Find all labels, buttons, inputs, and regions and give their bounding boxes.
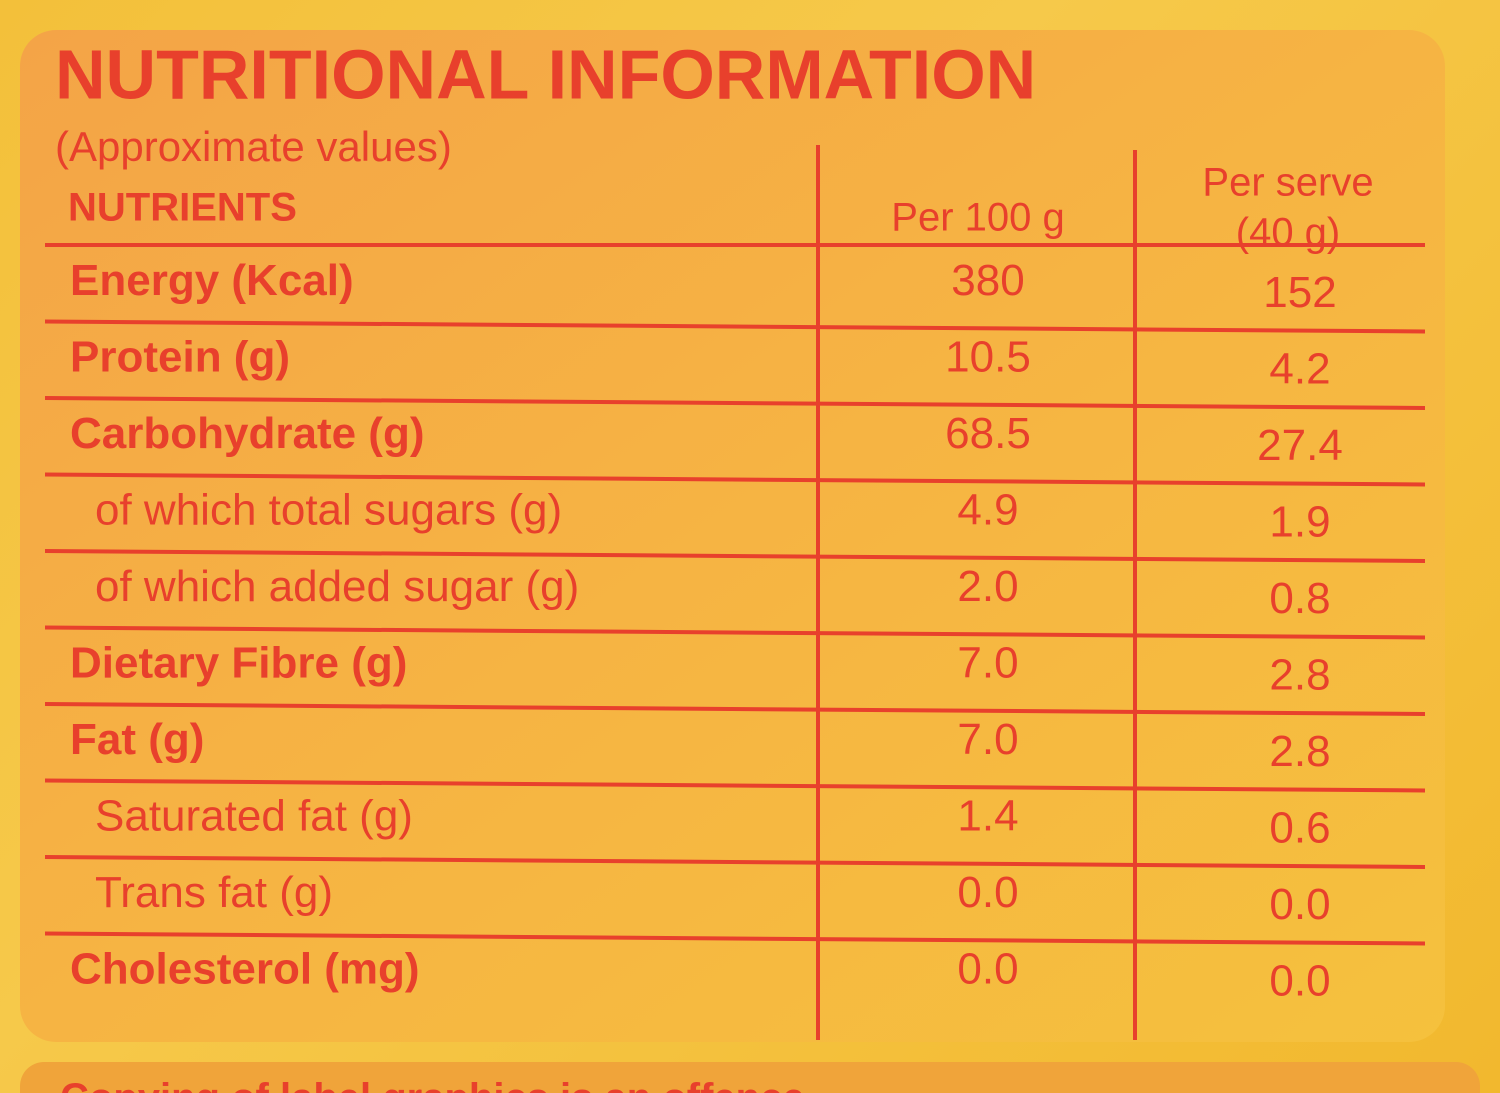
nutrient-label: Energy (Kcal) xyxy=(70,256,354,305)
per-serve-value: 2.8 xyxy=(1269,727,1330,776)
per-100g-value: 7.0 xyxy=(957,638,1018,687)
nutrient-label: of which total sugars (g) xyxy=(95,485,562,534)
header-serve-size: (40 g) xyxy=(1236,211,1341,255)
per-100g-value: 4.9 xyxy=(957,485,1018,534)
per-serve-value: 2.8 xyxy=(1269,650,1330,699)
header-nutrients: NUTRIENTS xyxy=(68,186,297,230)
row-divider xyxy=(44,778,1426,793)
per-100g-value: 68.5 xyxy=(945,409,1031,458)
title: NUTRITIONAL INFORMATION xyxy=(55,35,1036,113)
per-serve-value: 0.8 xyxy=(1269,574,1330,623)
nutrient-label: Carbohydrate (g) xyxy=(70,409,424,458)
row-divider xyxy=(44,702,1426,716)
nutrient-label: Trans fat (g) xyxy=(95,868,333,917)
per-serve-value: 0.0 xyxy=(1269,880,1330,929)
nutrient-label: Dietary Fibre (g) xyxy=(70,638,407,687)
per-100g-value: 380 xyxy=(951,256,1024,305)
footer-band: Copying of label graphics is an offence xyxy=(20,1062,1480,1093)
per-100g-value: 7.0 xyxy=(957,715,1018,764)
row-divider xyxy=(44,396,1426,410)
per-serve-value: 4.2 xyxy=(1269,344,1330,393)
header-per-100g: Per 100 g xyxy=(891,196,1064,240)
per-serve-value: 152 xyxy=(1263,268,1336,317)
nutrient-label: Saturated fat (g) xyxy=(95,791,413,840)
row-divider xyxy=(44,549,1426,563)
nutrient-label: Cholesterol (mg) xyxy=(70,944,420,993)
per-100g-value: 0.0 xyxy=(957,944,1018,993)
subtitle: (Approximate values) xyxy=(55,123,452,170)
footer-text: Copying of label graphics is an offence xyxy=(60,1076,805,1093)
per-serve-value: 0.0 xyxy=(1269,956,1330,1005)
per-100g-value: 10.5 xyxy=(945,332,1031,381)
per-100g-value: 0.0 xyxy=(957,868,1018,917)
per-serve-value: 1.9 xyxy=(1269,497,1330,546)
nutrient-label: of which added sugar (g) xyxy=(95,562,579,611)
per-100g-value: 2.0 xyxy=(957,562,1018,611)
per-serve-value: 0.6 xyxy=(1269,803,1330,852)
row-divider xyxy=(44,625,1426,640)
row-divider xyxy=(44,472,1426,487)
per-100g-value: 1.4 xyxy=(957,791,1018,840)
row-divider xyxy=(44,855,1426,869)
nutrient-label: Protein (g) xyxy=(70,332,290,381)
row-divider xyxy=(44,319,1426,334)
nutrient-label: Fat (g) xyxy=(70,715,204,764)
per-serve-value: 27.4 xyxy=(1257,421,1343,470)
header-per-serve: Per serve xyxy=(1202,161,1373,205)
row-divider xyxy=(44,931,1426,946)
